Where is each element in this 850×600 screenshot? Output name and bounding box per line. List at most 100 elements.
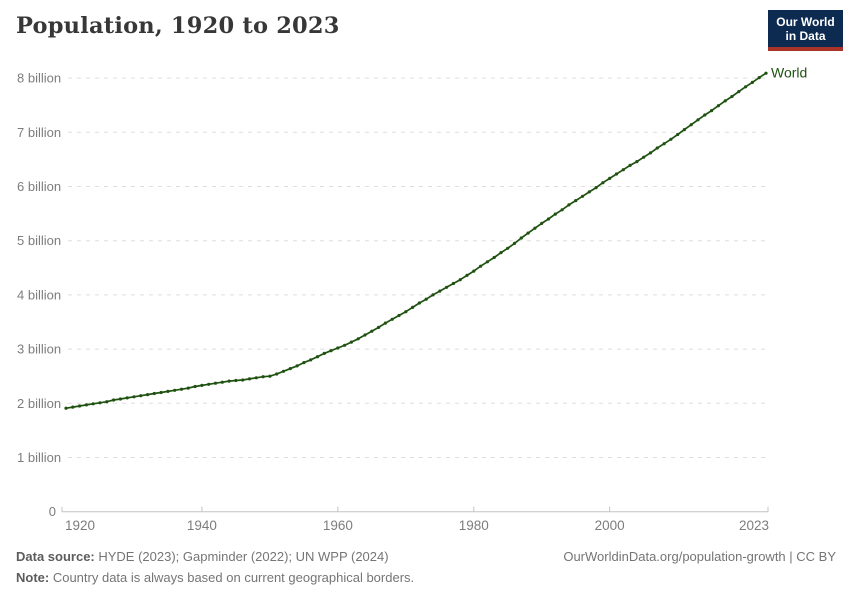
data-point-marker	[268, 374, 272, 378]
note-line: Note: Country data is always based on cu…	[16, 567, 414, 588]
y-axis-label: 2 billion	[17, 396, 61, 411]
data-point-marker	[601, 181, 605, 185]
data-point-marker	[750, 80, 755, 84]
data-point-marker	[295, 364, 299, 368]
data-point-marker	[166, 389, 170, 393]
data-point-marker	[227, 379, 231, 383]
data-point-marker	[682, 128, 687, 132]
data-point-marker	[567, 203, 571, 207]
y-axis-label: 4 billion	[17, 287, 61, 302]
data-source-label: Data source:	[16, 549, 95, 564]
data-point-marker	[662, 142, 666, 146]
data-point-marker	[710, 109, 714, 113]
data-point-marker	[71, 405, 75, 409]
data-source-line: Data source: HYDE (2023); Gapminder (202…	[16, 546, 414, 567]
x-axis-label: 1920	[65, 518, 95, 533]
population-line-chart: 0 1 billion 2 billion 3 billion 4 billion 5 b…	[17, 65, 807, 533]
data-point-marker	[309, 358, 313, 362]
note-text: Country data is always based on current …	[49, 570, 415, 585]
data-point-marker	[383, 321, 387, 325]
data-point-marker	[275, 372, 279, 376]
data-point-marker	[125, 396, 129, 400]
data-point-marker	[546, 217, 551, 221]
data-point-marker	[78, 404, 82, 408]
data-point-marker	[417, 301, 421, 305]
data-point-marker	[146, 393, 150, 397]
data-point-marker	[635, 160, 639, 164]
data-point-marker	[397, 313, 401, 318]
data-point-marker	[689, 123, 693, 127]
data-point-marker	[519, 236, 523, 240]
data-point-marker	[628, 163, 632, 167]
data-point-marker	[506, 246, 510, 250]
data-point-marker	[64, 406, 68, 410]
data-point-marker	[757, 76, 761, 80]
x-axis-label: 2000	[595, 518, 625, 533]
data-point-marker	[281, 369, 286, 373]
data-point-marker	[159, 390, 163, 395]
footer-left: Data source: HYDE (2023); Gapminder (202…	[16, 546, 414, 588]
data-point-marker	[655, 146, 659, 150]
page-title: Population, 1920 to 2023	[16, 13, 340, 39]
data-point-marker	[193, 384, 197, 389]
data-point-marker	[288, 367, 292, 371]
data-point-marker	[621, 168, 625, 172]
data-point-marker	[642, 155, 646, 159]
data-point-marker	[574, 199, 578, 203]
data-point-marker	[98, 401, 102, 405]
data-point-marker	[424, 297, 428, 301]
data-point-marker	[764, 71, 768, 75]
data-point-marker	[594, 186, 598, 190]
data-point-marker	[200, 383, 204, 387]
data-point-marker	[132, 395, 136, 399]
data-point-marker	[553, 212, 557, 216]
data-point-marker	[540, 221, 544, 225]
y-axis-label: 6 billion	[17, 179, 61, 194]
data-point-marker	[118, 397, 122, 401]
data-source-text: HYDE (2023); Gapminder (2022); UN WPP (2…	[94, 549, 389, 564]
data-point-marker	[526, 231, 530, 235]
data-point-marker	[614, 172, 619, 176]
data-point-marker	[254, 376, 258, 380]
data-point-marker	[730, 94, 734, 99]
y-axis-label: 7 billion	[17, 125, 61, 140]
data-point-marker	[431, 293, 435, 297]
data-point-marker	[533, 226, 537, 230]
data-point-marker	[186, 386, 190, 390]
y-axis-label: 5 billion	[17, 233, 61, 248]
data-point-marker	[404, 310, 408, 314]
data-point-marker	[207, 382, 211, 386]
data-point-marker	[648, 151, 653, 155]
data-point-marker	[152, 391, 156, 396]
data-point-marker	[485, 260, 489, 264]
data-point-marker	[458, 278, 462, 282]
chart-footer: Data source: HYDE (2023); Gapminder (202…	[16, 546, 836, 588]
y-axis-label: 3 billion	[17, 342, 61, 357]
x-axis-label: 2023	[739, 518, 769, 533]
data-point-marker	[492, 255, 496, 260]
data-point-marker	[744, 85, 748, 89]
data-point-marker	[703, 113, 707, 117]
owid-logo[interactable]: Our World in Data	[768, 10, 843, 51]
data-point-marker	[84, 403, 88, 407]
data-point-marker	[472, 269, 476, 273]
data-point-marker	[451, 281, 455, 286]
data-point-marker	[377, 325, 381, 329]
data-point-marker	[560, 208, 564, 212]
data-point-marker	[723, 99, 727, 103]
data-point-marker	[580, 194, 585, 198]
data-point-marker	[737, 90, 741, 94]
data-point-marker	[445, 285, 449, 289]
data-point-marker	[696, 118, 700, 122]
data-point-marker	[479, 264, 483, 268]
data-point-marker	[411, 305, 415, 309]
data-point-marker	[587, 190, 591, 194]
data-point-marker	[356, 337, 360, 341]
data-point-marker	[302, 361, 306, 365]
data-point-marker	[676, 132, 680, 137]
footer-link: OurWorldinData.org/population-growth | C…	[563, 549, 836, 564]
series-end-label: World	[771, 65, 807, 81]
note-label: Note:	[16, 570, 50, 585]
data-point-marker	[499, 251, 503, 255]
